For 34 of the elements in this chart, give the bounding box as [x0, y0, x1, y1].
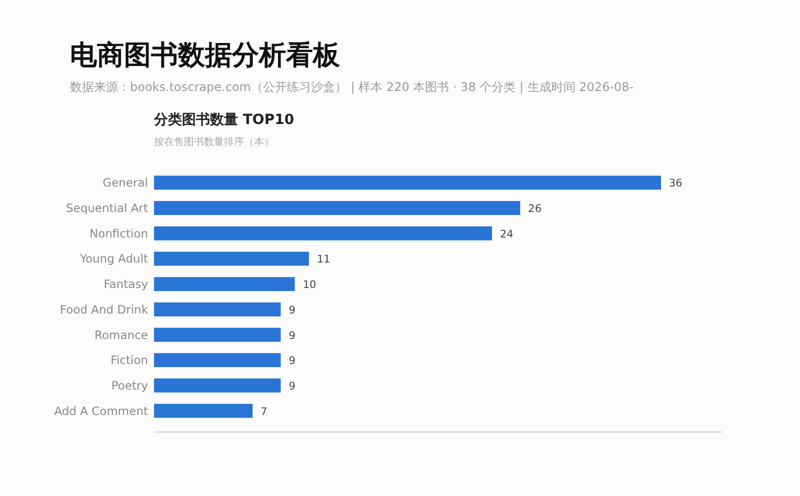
y-tick-label: Food And Drink: [60, 302, 148, 316]
y-tick-label: Nonfiction: [89, 226, 148, 240]
chart-title: 电商图书数据分析看板: [70, 40, 341, 71]
data-label: 10: [302, 279, 316, 292]
data-label: 9: [288, 380, 296, 392]
y-tick-label: Fantasy: [104, 277, 148, 292]
bar: [154, 353, 281, 368]
text: 分类图书数量 TOP10: [153, 112, 294, 128]
y-tick-label: Sequential Art: [66, 201, 148, 216]
data-label: 9: [288, 304, 296, 316]
y-tick-label: Romance: [94, 328, 148, 342]
bar: [154, 201, 520, 216]
data-label: 26: [528, 203, 542, 216]
y-tick-label: Poetry: [111, 378, 148, 392]
data-label: 9: [288, 330, 296, 342]
data-label: 24: [500, 228, 514, 240]
y-tick-label: Fiction: [110, 353, 148, 368]
data-label: 7: [260, 406, 268, 418]
data-label: 11: [316, 254, 330, 266]
bar: [154, 176, 661, 190]
bar: [154, 404, 253, 418]
bar: [154, 277, 295, 292]
bar: [154, 226, 492, 240]
y-tick-label: Young Adult: [78, 252, 148, 266]
bar: [154, 378, 281, 392]
data-label: 36: [669, 178, 683, 190]
data-label: 9: [288, 355, 296, 368]
bar: [154, 328, 281, 342]
y-tick-label: Add A Comment: [54, 404, 148, 418]
bar: [154, 252, 309, 266]
bar: [154, 302, 281, 316]
text: 按在售图书数量排序（本）: [154, 136, 274, 148]
y-tick-label: General: [102, 176, 148, 190]
chart-subtitle: 数据来源：books.toscrape.com（公开练习沙盒） | 样本 220 本图书 · 38 个分类 | 生成时间 2026-08-: [70, 80, 634, 94]
